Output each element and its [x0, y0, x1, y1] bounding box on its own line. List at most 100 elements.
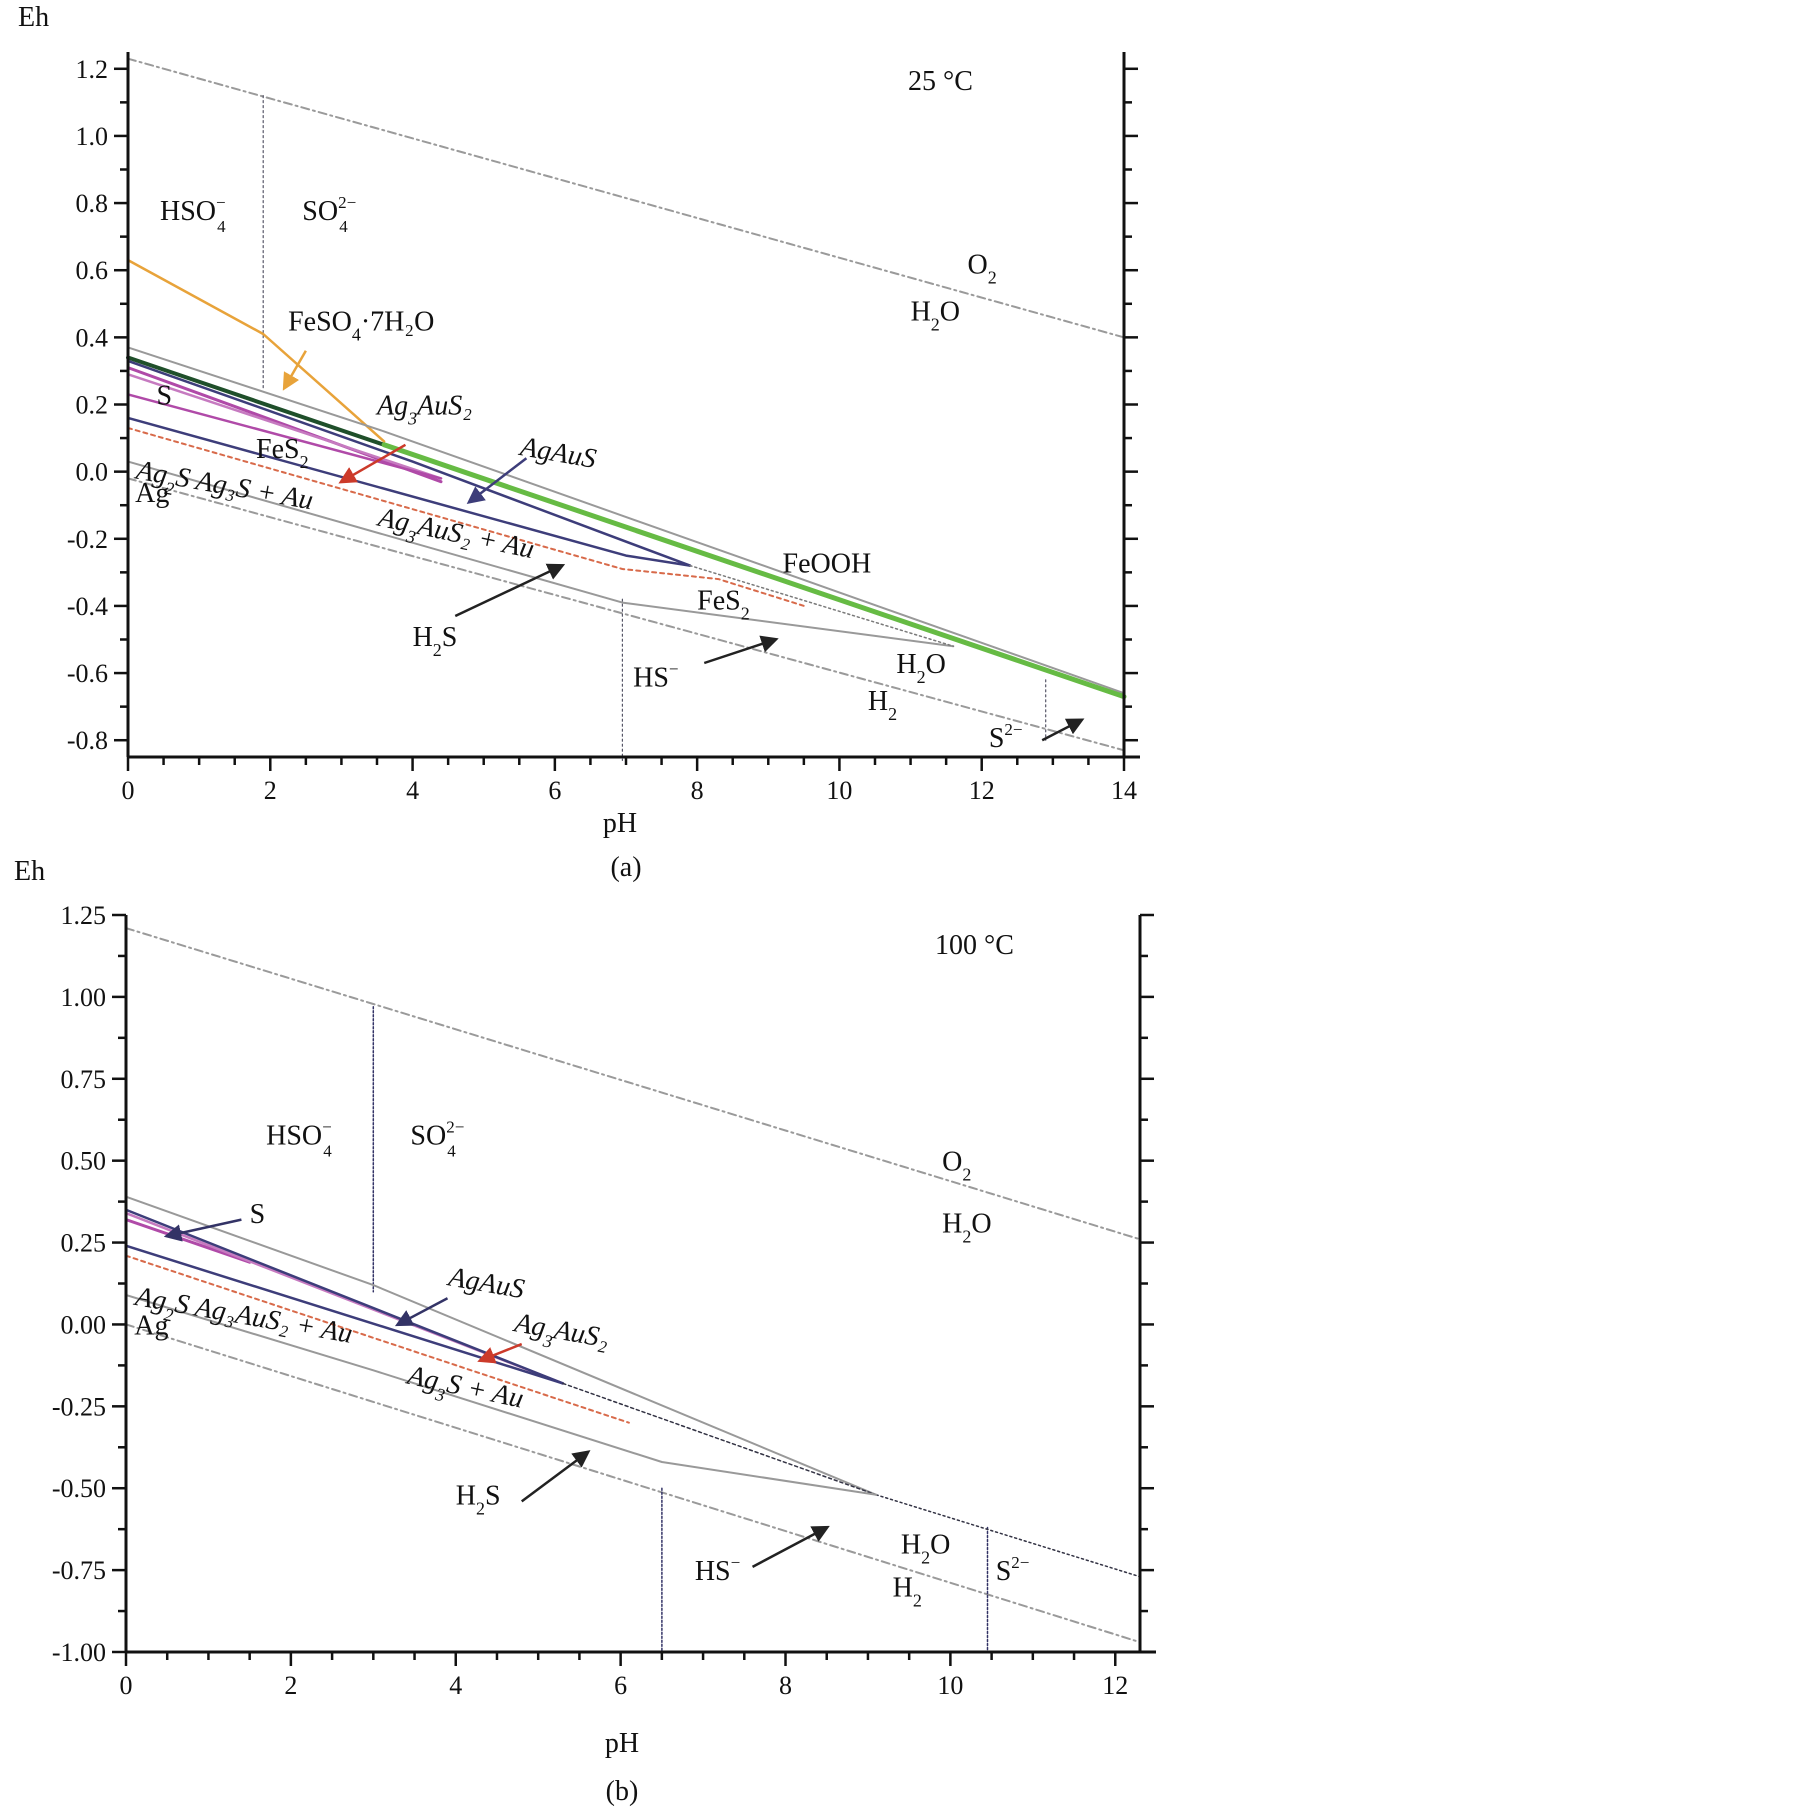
panel-a-region-label-18: S2−	[989, 720, 1023, 754]
panel-b-xtick-label: 10	[937, 1671, 963, 1700]
panel-b-region-label-1: SO2− 4	[410, 1117, 464, 1160]
panel-a-arrows	[282, 350, 1085, 742]
panel-a-boundary-line-11	[126, 393, 443, 480]
panel-b-region-label-10: H2S	[456, 1481, 501, 1519]
panel-a-region-label-15: HS−	[633, 660, 678, 694]
panel-a-boundary-line-10	[126, 373, 443, 480]
panel-a-region-label-8: FeS2	[256, 434, 309, 472]
panel-a-xtick-label: 6	[548, 776, 561, 805]
panel-b-xlabel: pH	[605, 1728, 639, 1759]
panel-a-xtick-label: 8	[691, 776, 704, 805]
panel-a-xtick-label: 12	[969, 776, 995, 805]
panel-a-boundary-line-7	[126, 355, 387, 447]
panel-b-region-label-8: Ag	[134, 1310, 168, 1341]
panel-a-boundary-line-15	[127, 460, 955, 648]
panel-a-region-label-6: Ag3AuS₂	[375, 391, 472, 429]
panel-a-boundary-line-0	[127, 57, 1125, 339]
panel-a-ytick-label: 0.0	[76, 458, 109, 487]
panel-a-pointer-arrow-5	[1041, 718, 1085, 742]
panel-a-ytick-label: 0.8	[76, 189, 109, 218]
panel-a-xtick-label: 0	[122, 776, 135, 805]
panel-b-xtick-label: 2	[284, 1671, 297, 1700]
panel-b-region-label-11: HS−	[695, 1553, 740, 1587]
panel-a-temperature: 25 °C	[908, 66, 973, 97]
panel-a-pointer-arrow-4	[703, 635, 779, 665]
panel-a-caption: (a)	[610, 852, 641, 883]
panel-b-ytick-label: 0.50	[61, 1147, 107, 1176]
panel-b-ytick-label: -1.00	[52, 1638, 106, 1667]
panel-a-region-label-16: H2O	[896, 649, 945, 687]
panel-b-region-label-3: H2O	[942, 1209, 991, 1247]
panel-a-xtick-label: 14	[1111, 776, 1137, 805]
panel-b-pointer-arrow-1	[394, 1297, 449, 1327]
panel-b-caption: (b)	[606, 1776, 639, 1807]
panel-b-xtick-label: 12	[1102, 1671, 1128, 1700]
panel-a-region-label-3: H2O	[911, 297, 960, 335]
panel-a-axes: 1.2 1.0 0.8 0.6 0.4 0.2 0.0 -0.2 -0.4 -0.6 -0.8 0 2 4…	[67, 52, 1140, 805]
panel-a-boundary-line-9	[126, 366, 443, 484]
panel-b-boundary-line-12	[125, 1254, 630, 1424]
panel-b-ytick-label: -0.25	[52, 1392, 106, 1421]
panel-b-ylabel: Eh	[14, 856, 45, 887]
panel-a-region-label-14: H2S	[413, 622, 458, 660]
panel-a-region-label-13: FeS2	[697, 585, 750, 623]
panel-a-ytick-label: 1.0	[76, 122, 109, 151]
panel-b-region-label-12: H2O	[901, 1530, 950, 1568]
panel-b-boundary-line-5	[125, 1195, 878, 1496]
panel-a-ytick-label: -0.8	[67, 726, 108, 755]
panel-b-region-label-6: Ag3AuS₂	[509, 1307, 611, 1361]
panel-b-ytick-label: 0.25	[61, 1229, 107, 1258]
panel-a-series	[126, 57, 1127, 762]
panel-b-region-label-14: S2−	[996, 1553, 1030, 1587]
panel-b-boundary-line-7	[124, 1218, 252, 1264]
panel-a-region-label-11: Ag3AuS₂ + Au	[372, 501, 537, 572]
panel-b-arrows	[163, 1218, 830, 1568]
panel-b-boundary-line-11	[562, 1382, 877, 1496]
panel-a-ytick-label: -0.2	[67, 525, 108, 554]
panel-a-ytick-label: -0.6	[67, 659, 108, 688]
panel-a-region-label-0: HSO− 4	[160, 193, 226, 236]
panel-a-boundary-line-6	[127, 346, 1125, 695]
panel-a-region-label-7: AgAuS	[516, 431, 598, 475]
panel-b-series	[124, 927, 1141, 1653]
panel-b-ytick-label: 1.00	[61, 983, 107, 1012]
panel-a-boundary-line-13	[126, 416, 692, 567]
panel-b-temperature: 100 °C	[935, 930, 1014, 961]
panel-b-region-label-0: HSO− 4	[266, 1117, 332, 1160]
panel-a-xtick-label: 2	[264, 776, 277, 805]
panel-a-region-label-1: SO2− 4	[302, 193, 356, 236]
panel-a-xtick-label: 4	[406, 776, 419, 805]
panel-a-ytick-label: 1.2	[76, 55, 109, 84]
panel-a-boundary-line-12	[126, 359, 692, 567]
panel-a-ytick-label: 0.2	[76, 391, 109, 420]
panel-b-ytick-label: -0.75	[52, 1556, 106, 1585]
panel-a-ytick-label: 0.6	[76, 256, 109, 285]
panel-b-ytick-label: 1.25	[61, 901, 107, 930]
panel-a-region-label-17: H2	[868, 686, 897, 724]
panel-b-xtick-label: 6	[614, 1671, 627, 1700]
panel-a-pointer-arrow-0	[282, 350, 307, 391]
panel-b-pointer-arrow-0	[163, 1218, 242, 1242]
panel-b-region-label-2: O2	[942, 1146, 971, 1184]
panel-a-region-label-4: FeSO4·7H₂O	[288, 307, 434, 345]
panel-b-xtick-label: 8	[779, 1671, 792, 1700]
panel-b-pointer-arrow-4	[751, 1525, 830, 1568]
panel-b-pointer-arrow-2	[477, 1342, 523, 1364]
panel-b-boundary-line-6	[875, 1494, 1141, 1578]
panel-a-ytick-label: 0.4	[76, 323, 109, 352]
panel-b-boundary-line-0	[125, 927, 1141, 1241]
panel-b-region-label-5: AgAuS	[444, 1261, 526, 1305]
panel-a-boundary-line-5	[126, 258, 386, 443]
panel-b-xtick-label: 4	[449, 1671, 462, 1700]
panel-a-boundary-line-14	[127, 427, 805, 607]
panel-a-region-label-12: FeOOH	[783, 548, 872, 579]
panel-b-xtick-label: 0	[120, 1671, 133, 1700]
panel-a-xtick-label: 10	[826, 776, 852, 805]
panel-a-region-label-5: S	[156, 381, 172, 412]
panel-b-region-label-13: H2	[893, 1572, 922, 1610]
